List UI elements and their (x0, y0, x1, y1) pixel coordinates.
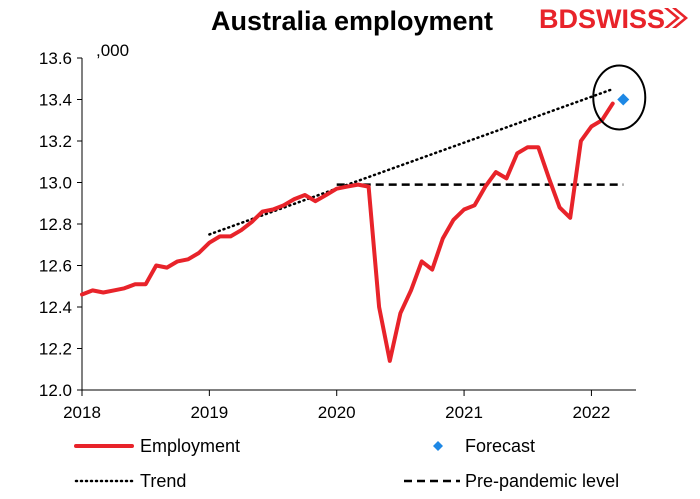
x-tick-label: 2022 (573, 403, 611, 422)
trend-line (208, 87, 614, 236)
x-tick-label: 2018 (63, 403, 101, 422)
y-tick-label: 13.0 (39, 174, 72, 193)
logo-swiss: SWISS (578, 4, 665, 34)
plot-area (80, 64, 647, 363)
logo-bd: BD (539, 4, 578, 34)
legend-key-forecast (433, 441, 443, 451)
highlight-circle (592, 64, 647, 131)
legend-label-pre-pandemic-level: Pre-pandemic level (465, 471, 619, 491)
y-tick-label: 12.6 (39, 257, 72, 276)
x-tick-label: 2019 (190, 403, 228, 422)
forecast-point (617, 93, 630, 106)
chart-title: Australia employment (211, 6, 493, 36)
employment-line (80, 101, 615, 363)
y-tick-label: 13.4 (39, 91, 72, 110)
unit-label: ,000 (96, 41, 129, 60)
x-tick-label: 2020 (318, 403, 356, 422)
brand-logo: BDSWISS (539, 4, 688, 34)
axes: 12.0 12.2 12.4 12.6 12.8 13.0 13.2 13.4 13.6 2018… (39, 49, 636, 422)
legend-label-trend: Trend (140, 471, 186, 491)
y-tick-label: 12.4 (39, 298, 72, 317)
y-tick-label: 13.2 (39, 132, 72, 151)
x-tick-label: 2021 (445, 403, 483, 422)
y-tick-label: 13.6 (39, 49, 72, 68)
svg-text:BDSWISS: BDSWISS (539, 4, 665, 34)
legend: Employment Forecast Trend Pre-pandemic leve… (74, 436, 619, 491)
logo-chevron-icon (664, 8, 688, 28)
y-tick-label: 12.2 (39, 340, 72, 359)
y-tick-label: 12.0 (39, 381, 72, 400)
y-tick-label: 12.8 (39, 215, 72, 234)
legend-label-forecast: Forecast (465, 436, 535, 456)
legend-label-employment: Employment (140, 436, 240, 456)
